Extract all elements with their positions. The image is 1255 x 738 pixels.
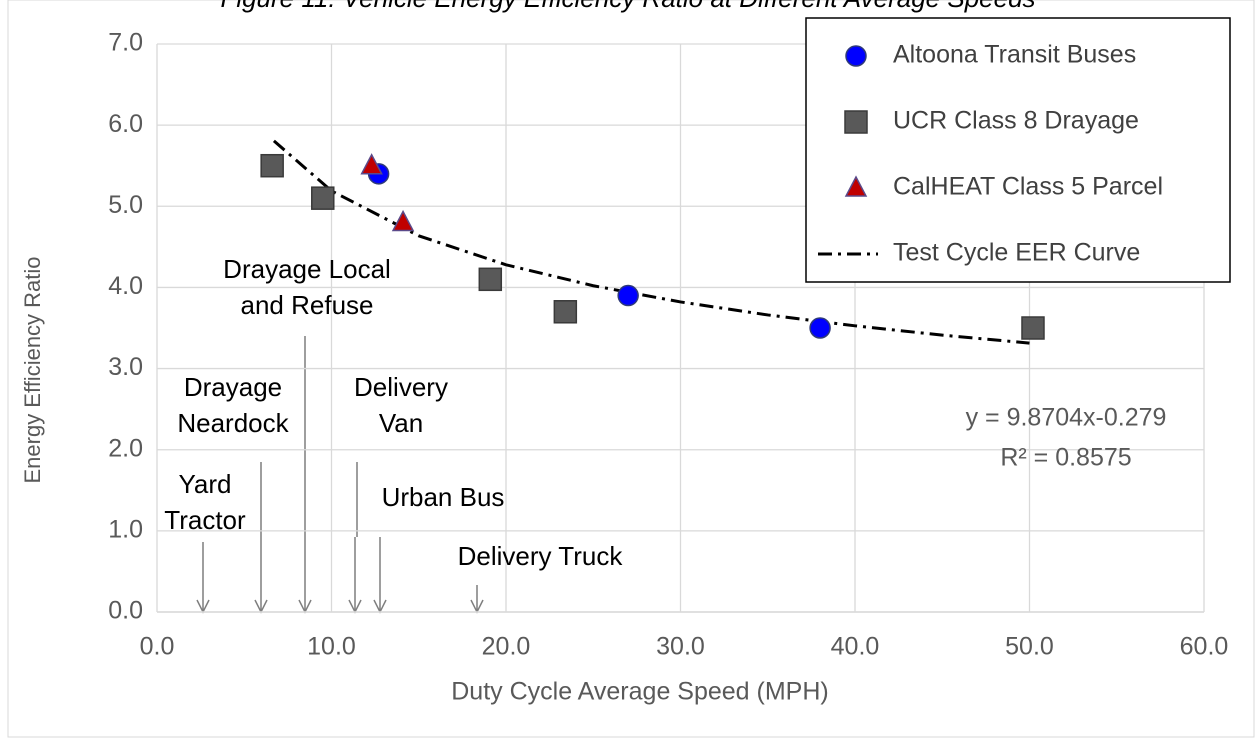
legend-label: CalHEAT Class 5 Parcel: [893, 173, 1163, 201]
point: [617, 284, 639, 307]
y-tick-label: 5.0: [108, 191, 143, 219]
annotation: Urban Bus: [382, 482, 505, 512]
y-tick-label: 1.0: [108, 515, 143, 543]
chart-border: [7, 0, 1255, 738]
annotation: Delivery: [354, 372, 448, 402]
y-tick-label: 4.0: [108, 272, 143, 300]
point: [391, 209, 415, 232]
annotation: Van: [379, 408, 423, 438]
x-tick-label: 60.0: [1180, 633, 1229, 661]
legend-box: [805, 17, 1231, 283]
x-tick-label: 10.0: [307, 633, 356, 661]
point: [260, 153, 284, 178]
y-axis-label: Energy Efficiency Ratio: [20, 256, 45, 483]
legend-label: UCR Class 8 Drayage: [893, 107, 1139, 135]
legend-label: Test Cycle EER Curve: [893, 239, 1140, 267]
y-tick-label: 6.0: [108, 110, 143, 138]
x-tick-label: 50.0: [1005, 633, 1054, 661]
x-tick-label: 40.0: [831, 633, 880, 661]
trendline-label: y = 9.8704x-0.279: [966, 404, 1167, 432]
point: [809, 317, 831, 339]
chart-title: Figure 11: Vehicle Energy Efficiency Rat…: [220, 0, 1035, 13]
x-tick-label: 0.0: [140, 633, 175, 661]
point: [360, 153, 383, 175]
annotation: Delivery Truck: [458, 541, 624, 571]
annotation: Yard: [179, 469, 232, 499]
y-tick-label: 7.0: [108, 29, 143, 57]
annotation: and Refuse: [241, 290, 374, 320]
legend-swatch: [844, 110, 868, 134]
y-tick-label: 0.0: [108, 597, 143, 625]
point: [311, 186, 335, 210]
x-tick-label: 20.0: [482, 633, 531, 661]
annotation: Neardock: [177, 408, 289, 438]
annotation: Tractor: [164, 505, 246, 535]
legend-swatch: [845, 45, 867, 67]
annotation: Drayage: [184, 372, 282, 402]
trendline-label: R² = 0.8575: [1000, 444, 1131, 472]
point: [478, 267, 503, 292]
point: [1021, 316, 1045, 340]
trend-line: [272, 139, 1030, 345]
point: [553, 300, 578, 324]
y-tick-label: 2.0: [108, 434, 143, 462]
y-tick-label: 3.0: [108, 353, 143, 381]
x-tick-label: 30.0: [656, 633, 705, 661]
legend-label: Altoona Transit Buses: [893, 41, 1136, 69]
legend-swatch: [844, 175, 868, 197]
x-axis-label: Duty Cycle Average Speed (MPH): [451, 678, 828, 706]
annotation: Drayage Local: [223, 254, 391, 284]
